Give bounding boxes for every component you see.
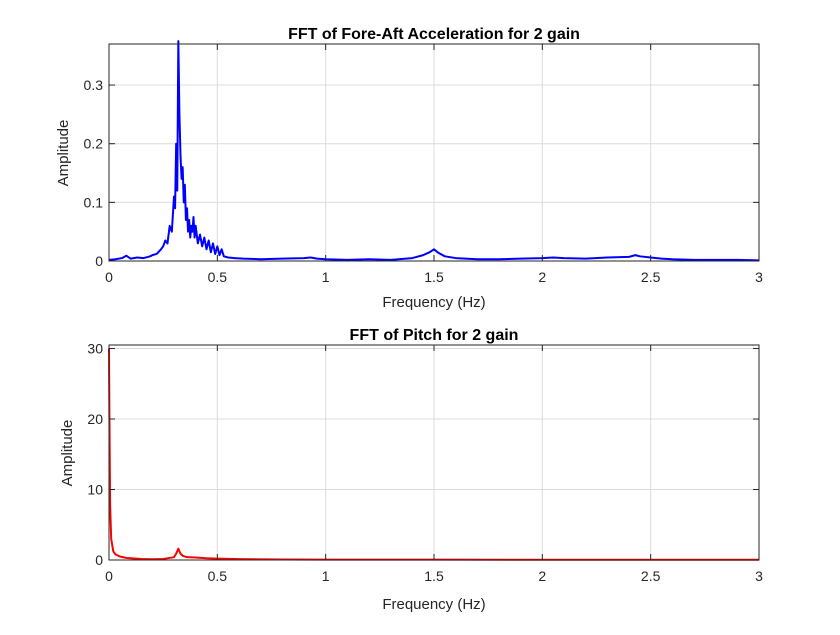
y-axis-label: Amplitude <box>55 120 72 187</box>
y-tick-label: 10 <box>87 482 103 498</box>
x-tick-label: 0 <box>105 269 113 285</box>
x-tick-label: 1 <box>322 269 330 285</box>
x-tick-label: 2 <box>538 269 546 285</box>
x-tick-label: 0.5 <box>208 568 228 584</box>
y-tick-label: 0 <box>95 253 103 269</box>
x-axis-label: Frequency (Hz) <box>382 596 485 613</box>
x-tick-label: 1.5 <box>424 269 444 285</box>
x-tick-label: 3 <box>755 568 763 584</box>
y-tick-label: 20 <box>87 411 103 427</box>
chart-title: FFT of Fore-Aft Acceleration for 2 gain <box>288 26 580 43</box>
y-axis-label: Amplitude <box>59 420 76 487</box>
y-tick-label: 30 <box>87 341 103 357</box>
x-tick-label: 2.5 <box>641 269 661 285</box>
x-tick-label: 3 <box>755 269 763 285</box>
subplot-fore-aft-acceleration: 0 0.5 1 1.5 2 2.5 3 0 0.1 0.2 0.3 FFT of Fore-Aft A… <box>55 26 763 311</box>
x-tick-label: 2.5 <box>641 568 661 584</box>
y-tick-label: 0 <box>95 552 103 568</box>
x-tick-label: 2 <box>538 568 546 584</box>
x-tick-label: 1 <box>322 568 330 584</box>
x-tick-label: 1.5 <box>424 568 444 584</box>
x-tick-label: 0.5 <box>208 269 228 285</box>
y-tick-label: 0.1 <box>84 194 104 210</box>
y-tick-label: 0.2 <box>84 136 104 152</box>
x-tick-label: 0 <box>105 568 113 584</box>
y-tick-label: 0.3 <box>84 77 104 93</box>
series-line <box>108 40 760 262</box>
x-axis-label: Frequency (Hz) <box>382 294 485 311</box>
chart-title: FFT of Pitch for 2 gain <box>350 327 519 344</box>
